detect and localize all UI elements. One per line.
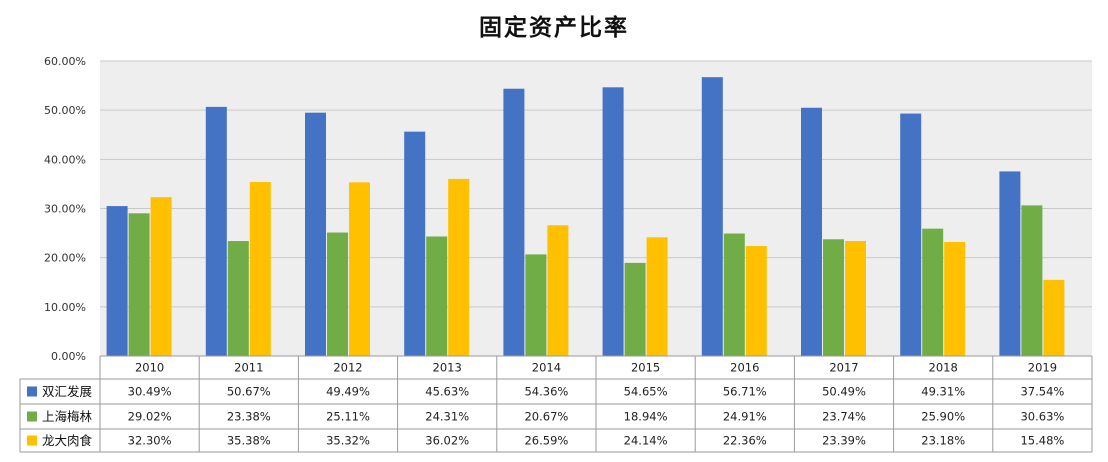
data-label: 23.38% bbox=[227, 410, 271, 424]
bar bbox=[999, 171, 1021, 356]
bar bbox=[503, 88, 525, 356]
y-tick-label: 0.00% bbox=[51, 350, 86, 363]
bar bbox=[525, 254, 547, 356]
legend-label: 龙大肉食 bbox=[42, 433, 93, 448]
data-label: 25.90% bbox=[921, 410, 965, 424]
data-label: 50.67% bbox=[227, 385, 271, 399]
data-label: 30.63% bbox=[1020, 410, 1064, 424]
data-label: 49.31% bbox=[921, 385, 965, 399]
data-label: 24.31% bbox=[425, 410, 469, 424]
data-label: 30.49% bbox=[128, 385, 172, 399]
bar bbox=[106, 206, 128, 356]
x-tick-label: 2019 bbox=[1028, 361, 1057, 375]
bar bbox=[646, 237, 668, 356]
y-tick-label: 40.00% bbox=[44, 153, 86, 166]
bar bbox=[922, 228, 944, 356]
bars bbox=[106, 77, 1065, 356]
data-label: 20.67% bbox=[524, 410, 568, 424]
x-tick-label: 2013 bbox=[433, 361, 462, 375]
bar bbox=[404, 131, 426, 356]
data-label: 45.63% bbox=[425, 385, 469, 399]
bar bbox=[701, 77, 723, 356]
y-tick-label: 60.00% bbox=[44, 55, 86, 68]
x-tick-label: 2014 bbox=[532, 361, 561, 375]
data-label: 25.11% bbox=[326, 410, 370, 424]
x-tick-label: 2017 bbox=[829, 361, 858, 375]
data-label: 18.94% bbox=[624, 410, 668, 424]
y-axis: 0.00% 10.00% 20.00% 30.00% 40.00% 50.00% 60.00… bbox=[44, 55, 86, 363]
bar bbox=[745, 246, 767, 356]
y-tick-label: 50.00% bbox=[44, 104, 86, 117]
data-label: 23.74% bbox=[822, 410, 866, 424]
bar bbox=[227, 241, 249, 356]
bar bbox=[624, 262, 646, 356]
bar bbox=[900, 113, 922, 356]
bar bbox=[205, 106, 227, 356]
data-label: 23.39% bbox=[822, 434, 866, 448]
data-label: 29.02% bbox=[128, 410, 172, 424]
bar bbox=[547, 225, 569, 356]
data-label: 15.48% bbox=[1020, 434, 1064, 448]
data-label: 23.18% bbox=[921, 434, 965, 448]
bar bbox=[150, 197, 172, 356]
bar bbox=[602, 87, 624, 356]
x-tick-label: 2015 bbox=[631, 361, 660, 375]
bar bbox=[723, 233, 745, 356]
y-tick-label: 20.00% bbox=[44, 252, 86, 265]
x-tick-label: 2011 bbox=[234, 361, 263, 375]
bar bbox=[305, 112, 326, 356]
bar bbox=[448, 178, 470, 356]
data-label: 50.49% bbox=[822, 385, 866, 399]
data-label: 32.30% bbox=[128, 434, 172, 448]
data-label: 26.59% bbox=[524, 434, 568, 448]
bar bbox=[1043, 279, 1065, 356]
legend-label: 双汇发展 bbox=[42, 384, 92, 399]
data-label: 35.38% bbox=[227, 434, 271, 448]
legend-swatch bbox=[27, 435, 37, 446]
bar bbox=[327, 232, 348, 356]
data-label: 22.36% bbox=[723, 434, 767, 448]
bar bbox=[349, 182, 370, 356]
data-label: 35.32% bbox=[326, 434, 370, 448]
data-label: 56.71% bbox=[723, 385, 767, 399]
data-label: 36.02% bbox=[425, 434, 469, 448]
chart-title: 固定资产比率 bbox=[479, 15, 629, 41]
bar bbox=[1021, 205, 1043, 356]
bar bbox=[845, 240, 866, 356]
data-label: 54.65% bbox=[624, 385, 668, 399]
x-tick-label: 2018 bbox=[929, 361, 958, 375]
data-label: 54.36% bbox=[524, 385, 568, 399]
legend-label: 上海梅林 bbox=[42, 409, 93, 424]
legend-swatch bbox=[27, 411, 37, 422]
bar bbox=[944, 242, 966, 356]
data-label: 37.54% bbox=[1020, 385, 1064, 399]
data-label: 24.14% bbox=[624, 434, 668, 448]
bar bbox=[426, 236, 448, 356]
y-tick-label: 30.00% bbox=[44, 203, 86, 216]
data-label: 49.49% bbox=[326, 385, 370, 399]
x-tick-label: 2016 bbox=[730, 361, 759, 375]
bar bbox=[801, 107, 822, 356]
x-tick-label: 2010 bbox=[135, 361, 164, 375]
bar bbox=[128, 213, 150, 356]
bar bbox=[823, 239, 844, 356]
bar bbox=[249, 182, 271, 356]
x-tick-label: 2012 bbox=[333, 361, 362, 375]
y-tick-label: 10.00% bbox=[44, 301, 86, 314]
data-table: 2010 2011 2012 2013 2014 2015 2016 2017 2018 2019… bbox=[19, 355, 1093, 453]
data-label: 24.91% bbox=[723, 410, 767, 424]
legend-swatch bbox=[27, 386, 37, 397]
